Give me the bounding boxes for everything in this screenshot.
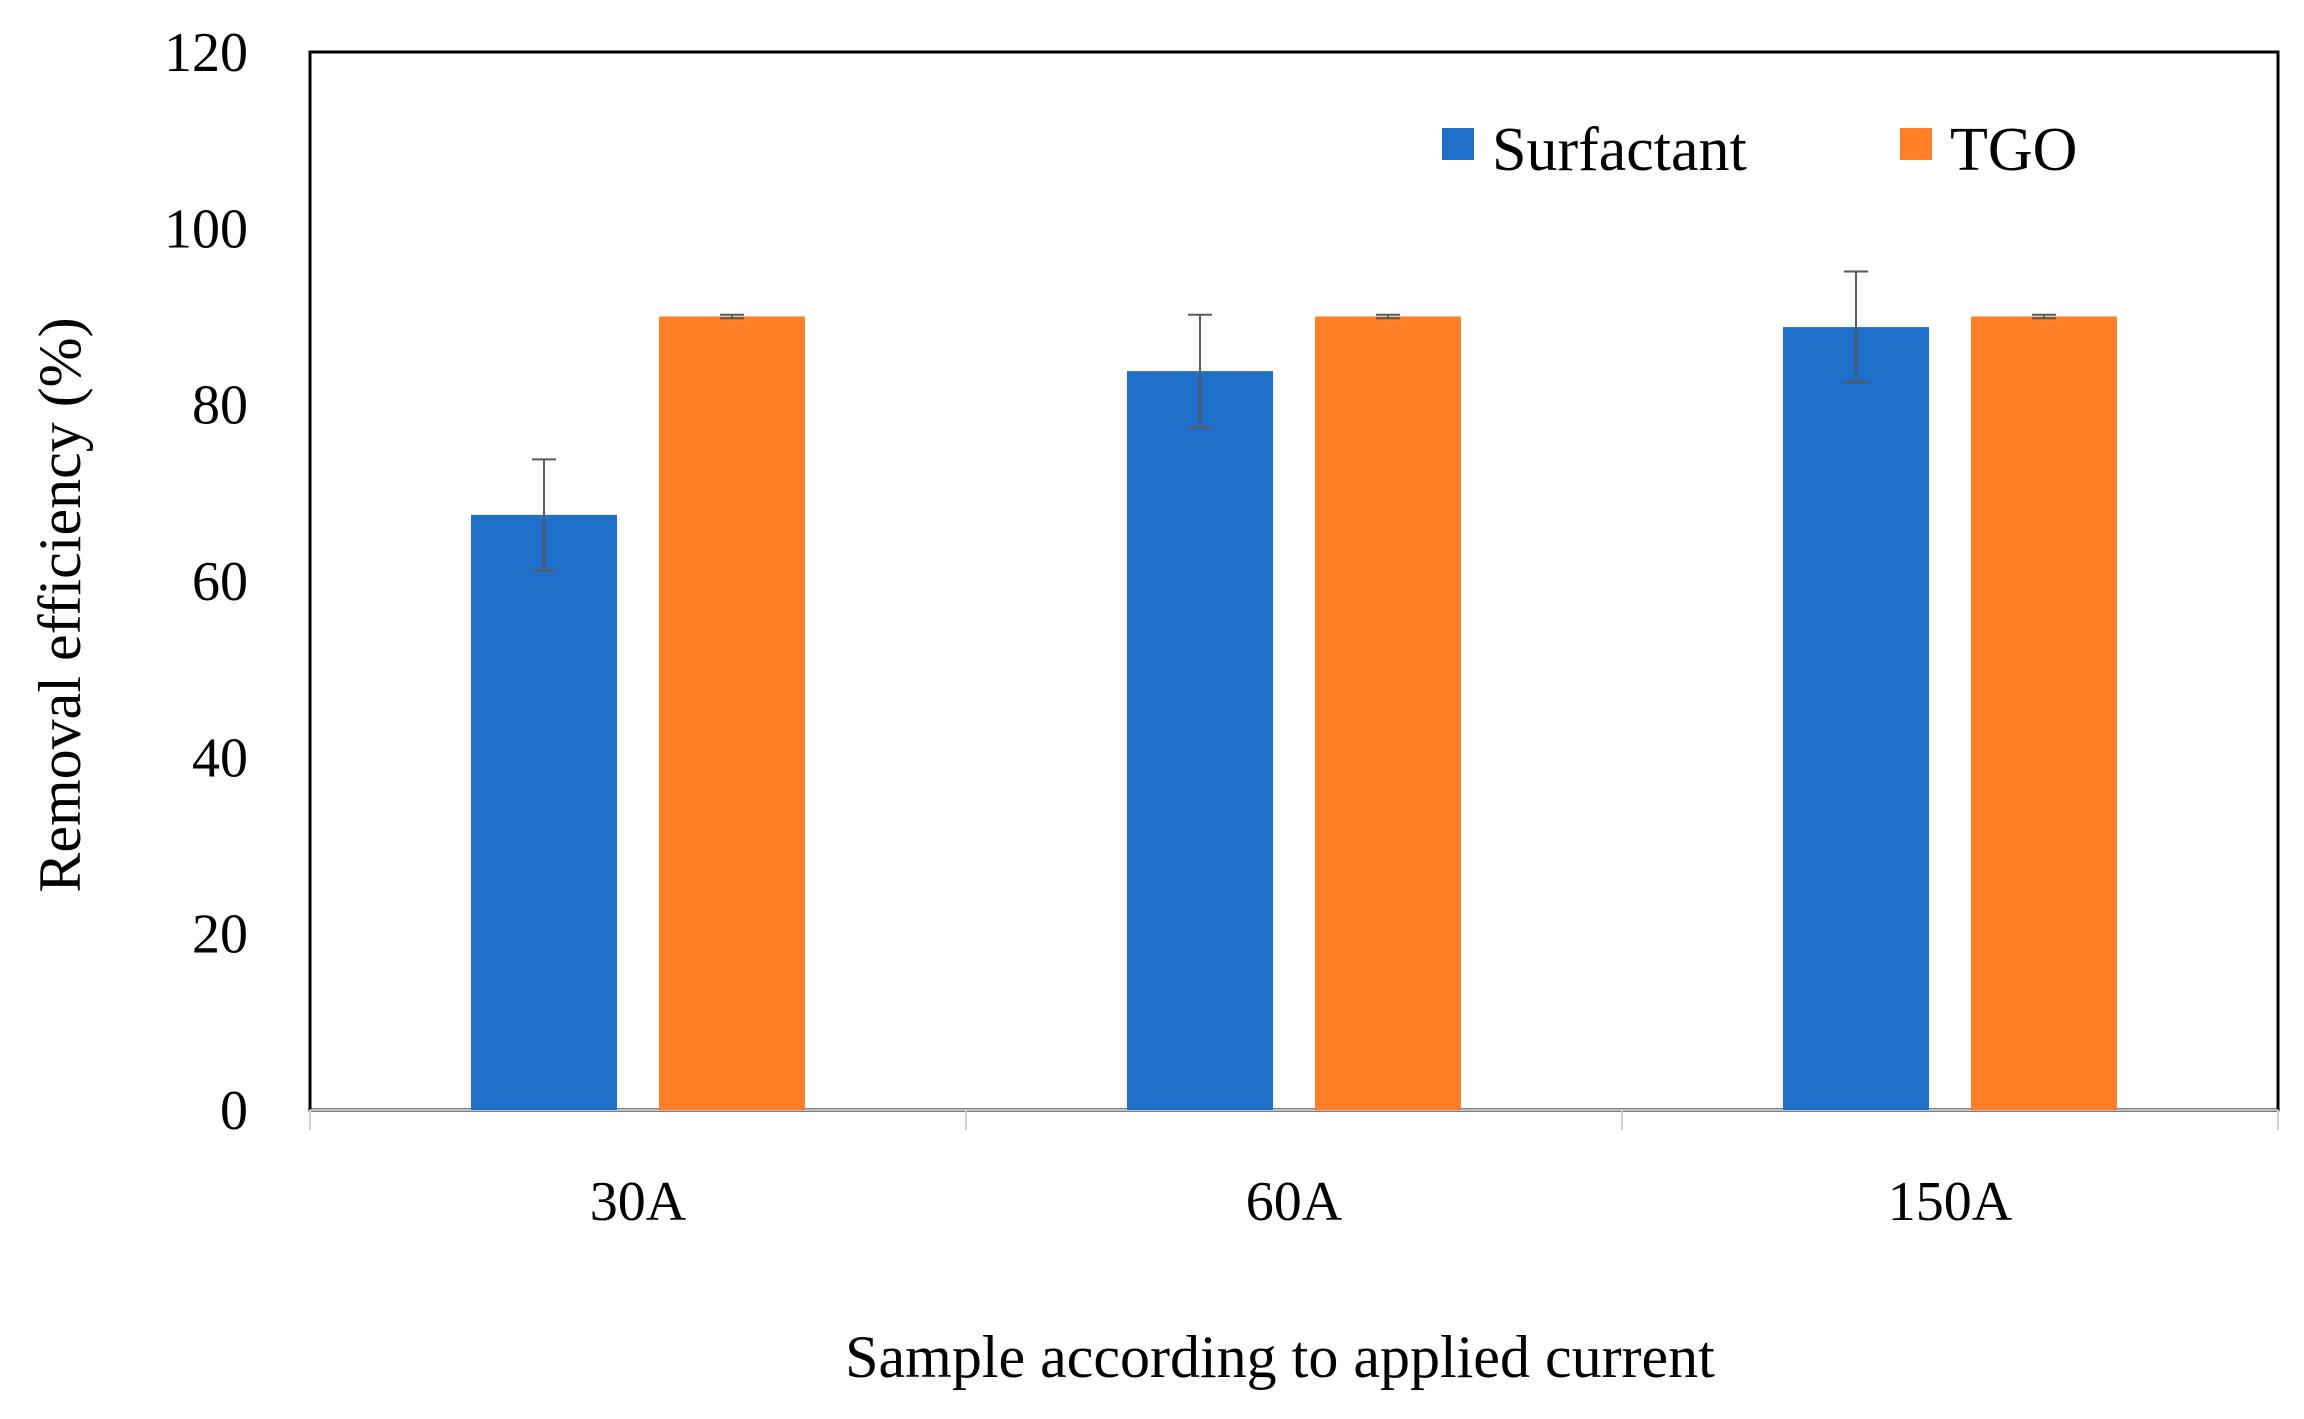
y-tick-label: 40 <box>192 727 248 789</box>
y-tick-label: 100 <box>164 198 248 260</box>
y-tick-label: 60 <box>192 551 248 613</box>
bar-surfactant-150a <box>1783 327 1929 1111</box>
bar-surfactant-60a <box>1127 371 1273 1110</box>
legend-swatch-surfactant <box>1442 128 1474 160</box>
y-axis-title: Removal efficiency (%) <box>27 317 93 892</box>
x-axis: 30A 60A 150A <box>309 1109 2279 1233</box>
bar-tgo-60a <box>1315 316 1461 1110</box>
x-tick-label: 60A <box>1246 1171 1343 1233</box>
legend: Surfactant TGO <box>1442 116 2077 184</box>
y-tick-label: 0 <box>220 1080 248 1142</box>
y-axis: 0 20 40 60 80 100 120 <box>164 22 248 1142</box>
bar-surfactant-30a <box>471 514 617 1110</box>
bars <box>471 316 2117 1111</box>
y-tick-label: 20 <box>192 904 248 966</box>
legend-label-surfactant: Surfactant <box>1492 116 1747 184</box>
y-tick-label: 120 <box>164 22 248 84</box>
legend-label-tgo: TGO <box>1950 116 2077 184</box>
legend-swatch-tgo <box>1900 128 1932 160</box>
bar-tgo-30a <box>659 316 805 1110</box>
x-axis-title: Sample according to applied current <box>845 1324 1715 1390</box>
x-tick-label: 30A <box>590 1171 687 1233</box>
bar-tgo-150a <box>1971 316 2117 1110</box>
y-tick-label: 80 <box>192 375 248 437</box>
error-bars <box>532 270 2056 572</box>
x-tick-label: 150A <box>1888 1171 2013 1233</box>
